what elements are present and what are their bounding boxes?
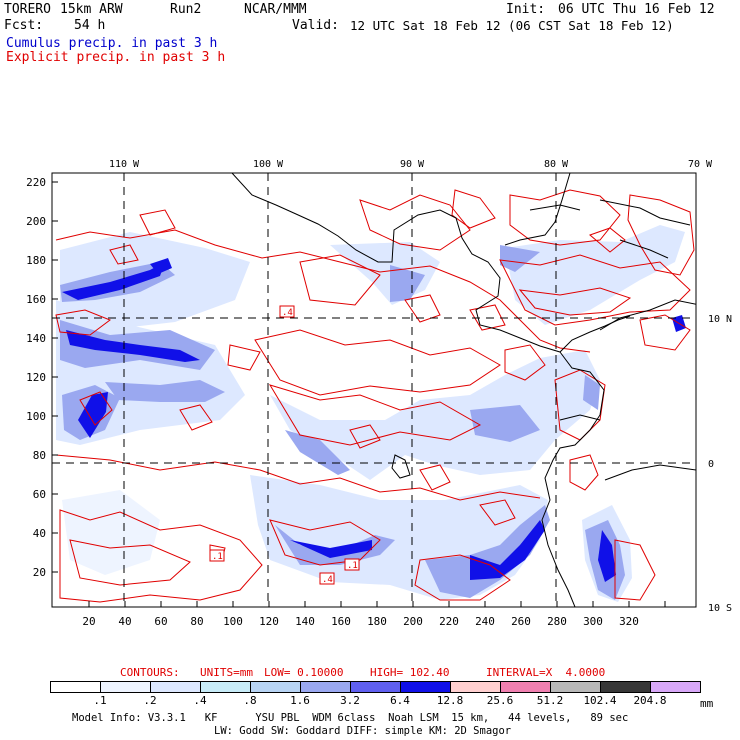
x-tick-label: 200 (403, 615, 423, 628)
colorbar-unit: mm (700, 697, 714, 710)
x-tick-label: 220 (439, 615, 459, 628)
colorbar-swatch (150, 681, 201, 693)
model-org: NCAR/MMM (244, 2, 307, 17)
lon-label: 70 W (688, 159, 713, 170)
model-resolution: 15km ARW (60, 2, 123, 17)
lon-labels: 110 W 100 W 90 W 80 W 70 W (109, 159, 713, 170)
colorbar-label: 1.6 (290, 694, 310, 707)
y-tick-label: 220 (26, 176, 46, 189)
colorbar-swatch (400, 681, 451, 693)
colorbar-swatch (250, 681, 301, 693)
x-tick-label: 140 (295, 615, 315, 628)
colorbar-label: .4 (193, 694, 207, 707)
colorbar-label: 6.4 (390, 694, 410, 707)
colorbar-swatch (600, 681, 651, 693)
y-tick-label: 140 (26, 332, 46, 345)
contour-label: .1 (347, 561, 358, 571)
lat-label: 10 N (708, 314, 732, 325)
x-tick-label: 160 (331, 615, 351, 628)
contour-label: .1 (212, 552, 223, 562)
colorbar-label: 3.2 (340, 694, 360, 707)
x-tick-label: 40 (118, 615, 131, 628)
lat-label: 10 S (708, 603, 732, 614)
valid-value: 12 UTC Sat 18 Feb 12 (06 CST Sat 18 Feb … (350, 18, 674, 33)
x-tick-label: 320 (619, 615, 639, 628)
x-tick-label: 80 (190, 615, 203, 628)
colorbar-swatch (500, 681, 551, 693)
colorbar-swatch (300, 681, 351, 693)
x-tick-label: 240 (475, 615, 495, 628)
colorbar-label: 102.4 (583, 694, 617, 707)
y-tick-label: 60 (33, 488, 46, 501)
contour-label: .4 (282, 308, 293, 318)
legend-explicit: Explicit precip. in past 3 h (6, 50, 226, 65)
colorbar-label: .1 (93, 694, 107, 707)
contour-label: .4 (322, 575, 333, 585)
colorbar-label: .2 (143, 694, 157, 707)
contour-info-low: LOW= 0.10000 (264, 666, 344, 679)
model-run: Run2 (170, 2, 202, 17)
y-tick-label: 120 (26, 371, 46, 384)
explicit-precip-contours (55, 189, 695, 603)
x-tick-label: 60 (154, 615, 167, 628)
x-tick-label: 260 (511, 615, 531, 628)
x-tick-label: 280 (547, 615, 567, 628)
legend-cumulus: Cumulus precip. in past 3 h (6, 36, 218, 51)
colorbar-label: 25.6 (486, 694, 514, 707)
init-value: 06 UTC Thu 16 Feb 12 (558, 2, 715, 17)
model-info-line: Model Info: V3.3.1 KF YSU PBL WDM 6class… (72, 712, 629, 724)
fcst-label: Fcst: (4, 18, 44, 33)
x-tick-marks (88, 601, 666, 607)
contour-info-interval: INTERVAL=X 4.0000 (486, 666, 606, 679)
lat-labels: 10 N 0 10 S (708, 314, 732, 614)
y-tick-marks (52, 181, 58, 573)
contour-labels: .4 .1 .4 .1 (212, 308, 358, 585)
colorbar-label: 204.8 (633, 694, 667, 707)
x-tick-label: 300 (583, 615, 603, 628)
contour-info-units: UNITS=mm (200, 666, 253, 679)
colorbar-swatch (550, 681, 601, 693)
y-tick-label: 160 (26, 293, 46, 306)
valid-label: Valid: (292, 18, 339, 33)
lon-label: 80 W (544, 159, 569, 170)
y-tick-label: 80 (33, 449, 46, 462)
y-tick-label: 100 (26, 410, 46, 423)
colorbar-swatch (200, 681, 251, 693)
colorbar-label: 12.8 (436, 694, 464, 707)
y-tick-label: 20 (33, 566, 46, 579)
model-name: TORERO (4, 2, 51, 17)
colorbar-label: .8 (243, 694, 257, 707)
x-tick-labels: 20 40 60 80 100 120 140 160 180 200 220 … (82, 615, 639, 628)
physics-info-line: LW: Godd SW: Goddard DIFF: simple KM: 2D… (214, 725, 512, 737)
y-tick-labels: 220 200 180 160 140 120 100 80 60 40 20 (26, 176, 46, 579)
y-tick-label: 180 (26, 254, 46, 267)
coastlines (231, 173, 696, 607)
y-tick-label: 200 (26, 215, 46, 228)
x-tick-label: 20 (82, 615, 95, 628)
map-frame (51, 172, 697, 608)
contour-info-label: CONTOURS: (120, 666, 180, 679)
y-tick-label: 40 (33, 527, 46, 540)
colorbar-swatch (350, 681, 401, 693)
fcst-value: 54 h (74, 18, 106, 33)
x-tick-label: 180 (367, 615, 387, 628)
contour-label-boxes (209, 305, 360, 585)
init-label: Init: (506, 2, 546, 17)
lon-label: 100 W (253, 159, 284, 170)
colorbar-label: 51.2 (536, 694, 564, 707)
lon-label: 90 W (400, 159, 425, 170)
x-tick-label: 100 (223, 615, 243, 628)
colorbar-swatch (650, 681, 701, 693)
x-tick-label: 120 (259, 615, 279, 628)
contour-info-high: HIGH= 102.40 (370, 666, 450, 679)
graticule (52, 173, 696, 607)
colorbar-swatch (100, 681, 151, 693)
colorbar-swatch (50, 681, 101, 693)
lat-label: 0 (708, 459, 714, 470)
lon-label: 110 W (109, 159, 140, 170)
colorbar-swatch (450, 681, 501, 693)
